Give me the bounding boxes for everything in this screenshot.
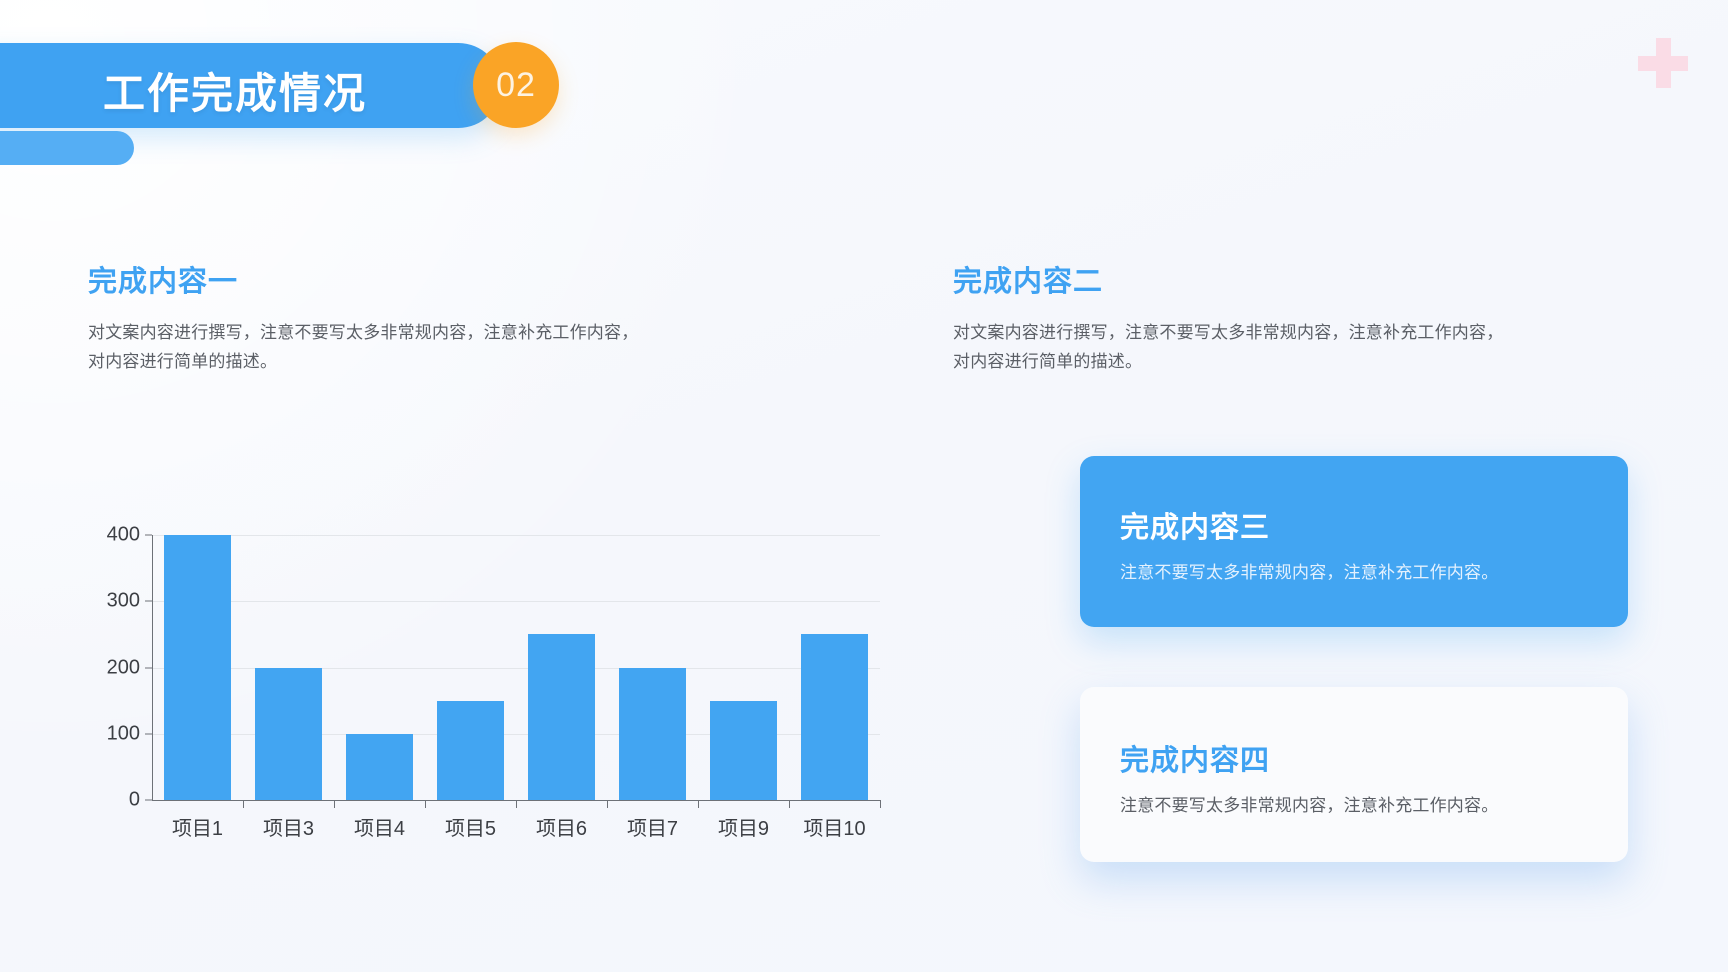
chart-y-tick-mark: [145, 733, 152, 735]
chart-x-tick-label: 项目5: [444, 818, 497, 840]
title-pill-shape: [0, 43, 501, 128]
chart-x-tick-label: 项目4: [353, 818, 406, 840]
content-block-one-body-line1: 对文案内容进行撰写，注意不要写太多非常规内容，注意补充工作内容，: [88, 323, 639, 342]
chart-bar: [436, 700, 505, 800]
chart-y-tick-mark: [145, 600, 152, 602]
chart-bar: [618, 667, 687, 800]
chart-bar-slot: [607, 535, 698, 800]
chart-bar-slot: [698, 535, 789, 800]
chart-y-tick-label: 100: [106, 722, 140, 745]
card-content-three-title: 完成内容三: [1120, 512, 1271, 544]
chart-bar-slot: [243, 535, 334, 800]
content-block-two: 完成内容二 对文案内容进行撰写，注意不要写太多非常规内容，注意补充工作内容， 对…: [953, 258, 1653, 376]
content-block-two-body-line2: 对内容进行简单的描述。: [953, 352, 1143, 372]
chart-gridlines: [152, 535, 880, 800]
chart-y-tick-label: 300: [106, 589, 140, 612]
chart-bar: [345, 733, 414, 800]
chart-y-tick-label: 0: [128, 788, 140, 811]
chart-bar: [163, 535, 232, 800]
chart-x-tick-label: 项目3: [262, 818, 315, 840]
card-content-four-body: 注意不要写太多非常规内容，注意补充工作内容。: [1120, 796, 1499, 815]
chart-gridline: [152, 667, 880, 669]
chart-x-tick-label: 项目1: [171, 818, 224, 840]
chart-x-tick-label: 项目7: [626, 818, 679, 840]
section-number-badge: 02: [473, 42, 559, 128]
content-block-one: 完成内容一 对文案内容进行撰写，注意不要写太多非常规内容，注意补充工作内容， 对…: [88, 258, 788, 376]
card-content-four-title: 完成内容四: [1120, 745, 1271, 777]
title-underbar-shape: [0, 131, 134, 165]
chart-x-tick-mark: [243, 800, 244, 808]
chart-x-tick-mark: [607, 800, 608, 808]
chart-gridline: [152, 535, 880, 536]
chart-x-tick-label: 项目6: [535, 818, 588, 840]
page-title: 工作完成情况: [103, 70, 368, 117]
chart-x-axis-labels: 项目1 项目3 项目4 项目5 项目6 项目7 项目9 项目10: [152, 812, 880, 841]
chart-x-tick-label: 项目10: [803, 818, 866, 840]
chart-bar: [709, 700, 778, 800]
chart-x-tick-mark: [789, 800, 790, 808]
content-block-one-body-line2: 对内容进行简单的描述。: [88, 352, 278, 372]
chart-x-tick-mark: [425, 800, 426, 808]
chart-y-tick-label: 400: [106, 523, 140, 546]
card-content-three[interactable]: 完成内容三 注意不要写太多非常规内容，注意补充工作内容。: [1080, 456, 1628, 627]
chart-y-tick-label: 200: [106, 656, 140, 678]
chart-x-tick-mark: [698, 800, 699, 808]
content-block-one-body: 对文案内容进行撰写，注意不要写太多非常规内容，注意补充工作内容， 对内容进行简单…: [88, 318, 788, 376]
card-content-three-body: 注意不要写太多非常规内容，注意补充工作内容。: [1120, 563, 1499, 582]
chart-bar-slot: [425, 535, 516, 800]
chart-bar: [800, 634, 869, 800]
bar-chart: 0 100 200 300 400 项目1 项目3 项目4 项目5 项目6 项目7 项目9 项目10: [88, 510, 908, 840]
content-block-two-heading: 完成内容二: [953, 266, 1104, 298]
chart-y-tick-mark: [145, 799, 152, 801]
chart-gridline: [152, 733, 880, 735]
content-block-two-body: 对文案内容进行撰写，注意不要写太多非常规内容，注意补充工作内容， 对内容进行简单…: [953, 318, 1653, 376]
chart-bar-slot: [516, 535, 607, 800]
chart-bar-slot: [152, 535, 243, 800]
chart-x-tick-mark: [516, 800, 517, 808]
chart-bar: [527, 634, 596, 800]
section-number-label: 02: [496, 66, 536, 104]
chart-y-tick-mark: [145, 667, 152, 668]
chart-bars: [152, 535, 880, 800]
plus-icon: [1638, 38, 1688, 88]
chart-x-tick-mark: [880, 800, 881, 808]
content-block-one-heading: 完成内容一: [88, 266, 239, 298]
content-block-two-body-line1: 对文案内容进行撰写，注意不要写太多非常规内容，注意补充工作内容，: [953, 323, 1504, 342]
chart-x-tick-label: 项目9: [717, 818, 770, 840]
card-content-four[interactable]: 完成内容四 注意不要写太多非常规内容，注意补充工作内容。: [1080, 687, 1628, 862]
chart-bar: [254, 667, 323, 800]
chart-y-tick-mark: [145, 534, 152, 536]
chart-bar-slot: [334, 535, 425, 800]
chart-y-axis-line: [152, 535, 153, 800]
chart-x-tick-mark: [334, 800, 335, 808]
chart-gridline: [152, 601, 880, 603]
chart-bar-slot: [789, 535, 880, 800]
